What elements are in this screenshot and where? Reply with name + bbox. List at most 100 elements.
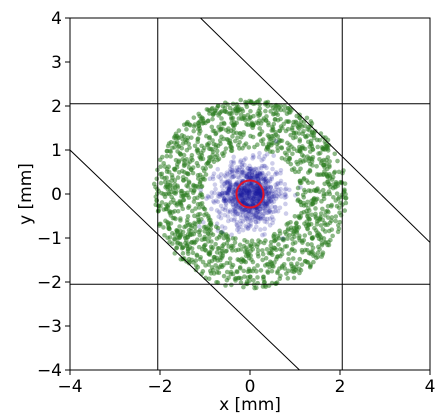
data-point-core xyxy=(282,195,288,200)
data-point-core xyxy=(245,175,251,181)
data-point-core xyxy=(252,227,257,232)
data-point-core xyxy=(249,166,254,171)
data-point-core xyxy=(248,187,254,193)
data-point-ring xyxy=(232,276,238,282)
data-point-ring xyxy=(277,266,282,271)
data-point-ring xyxy=(338,179,343,185)
data-point-core xyxy=(279,194,284,199)
data-point-ring xyxy=(273,103,278,109)
data-point-core xyxy=(267,208,272,214)
data-point-ring xyxy=(186,204,192,209)
data-point-ring xyxy=(309,143,315,149)
data-point-core xyxy=(254,173,260,179)
data-point-core xyxy=(245,226,251,232)
data-point-ring xyxy=(278,124,284,129)
data-point-ring xyxy=(308,249,314,255)
data-point-core xyxy=(227,198,233,204)
data-layer xyxy=(151,97,349,291)
data-point-core xyxy=(258,189,264,195)
data-point-core xyxy=(256,186,262,191)
data-point-core xyxy=(240,213,246,218)
data-point-ring xyxy=(314,163,319,169)
data-point-core xyxy=(272,191,277,197)
data-point-ring xyxy=(195,137,201,142)
data-point-core xyxy=(257,190,263,196)
data-point-core xyxy=(254,187,259,193)
data-point-core xyxy=(252,174,257,180)
data-point-core xyxy=(245,219,251,224)
data-point-ring xyxy=(218,127,224,132)
data-point-core xyxy=(256,189,262,195)
data-point-core xyxy=(225,192,231,198)
data-point-ring xyxy=(175,135,181,141)
data-point-core xyxy=(270,220,275,226)
data-point-core xyxy=(256,212,262,217)
data-point-ring xyxy=(241,259,247,264)
data-point-ring xyxy=(330,182,336,187)
data-point-ring xyxy=(187,122,192,127)
data-point-core xyxy=(248,175,254,181)
data-point-core xyxy=(240,206,246,211)
data-point-core xyxy=(242,207,248,213)
data-point-core xyxy=(250,200,256,206)
data-point-core xyxy=(218,215,224,221)
data-point-core xyxy=(220,190,225,196)
data-point-ring xyxy=(211,159,217,165)
data-point-core xyxy=(260,170,265,176)
data-point-core xyxy=(206,194,211,200)
data-point-core xyxy=(247,211,253,216)
data-point-ring xyxy=(290,151,295,157)
data-point-core xyxy=(224,180,229,185)
data-point-core xyxy=(247,208,252,214)
data-point-core xyxy=(251,214,256,220)
data-point-core xyxy=(262,174,267,180)
data-point-core xyxy=(249,194,255,199)
data-point-ring xyxy=(183,235,188,241)
data-point-core xyxy=(246,209,252,214)
data-point-ring xyxy=(158,203,163,209)
data-point-core xyxy=(254,191,259,196)
data-point-ring xyxy=(206,227,212,233)
data-point-core xyxy=(244,197,249,203)
data-point-ring xyxy=(332,169,338,175)
y-tick-label: 1 xyxy=(51,141,62,161)
data-point-ring xyxy=(281,262,287,267)
data-point-core xyxy=(265,199,271,204)
data-point-core xyxy=(246,193,252,199)
data-point-ring xyxy=(295,191,300,197)
data-point-core xyxy=(232,206,238,212)
data-point-ring xyxy=(322,229,328,234)
data-point-ring xyxy=(342,208,348,213)
data-point-ring xyxy=(295,227,300,232)
data-point-core xyxy=(239,195,244,201)
data-point-core xyxy=(243,207,248,212)
data-point-ring xyxy=(282,107,287,113)
data-point-ring xyxy=(244,121,249,127)
data-point-core xyxy=(247,188,253,194)
x-tick-label: 4 xyxy=(425,377,435,397)
data-point-core xyxy=(261,181,266,187)
data-point-ring xyxy=(286,156,292,161)
data-point-core xyxy=(230,189,235,195)
data-point-ring xyxy=(282,229,288,235)
data-point-ring xyxy=(278,107,284,113)
data-point-core xyxy=(217,191,223,197)
data-point-core xyxy=(257,192,262,197)
data-point-core xyxy=(264,151,270,157)
data-point-core xyxy=(267,195,273,201)
data-point-ring xyxy=(200,165,206,171)
data-point-ring xyxy=(291,131,297,136)
data-point-core xyxy=(258,191,264,197)
y-tick-label: 2 xyxy=(51,97,62,117)
data-point-core xyxy=(236,191,242,197)
data-point-ring xyxy=(286,256,291,262)
data-point-core xyxy=(250,192,255,198)
data-point-ring xyxy=(307,230,313,236)
data-point-ring xyxy=(179,168,185,174)
data-point-ring xyxy=(326,242,332,248)
y-axis-label: y [mm] xyxy=(16,163,36,225)
data-point-core xyxy=(238,191,244,196)
data-point-ring xyxy=(210,138,215,143)
data-point-ring xyxy=(193,206,198,211)
data-point-core xyxy=(222,225,228,231)
